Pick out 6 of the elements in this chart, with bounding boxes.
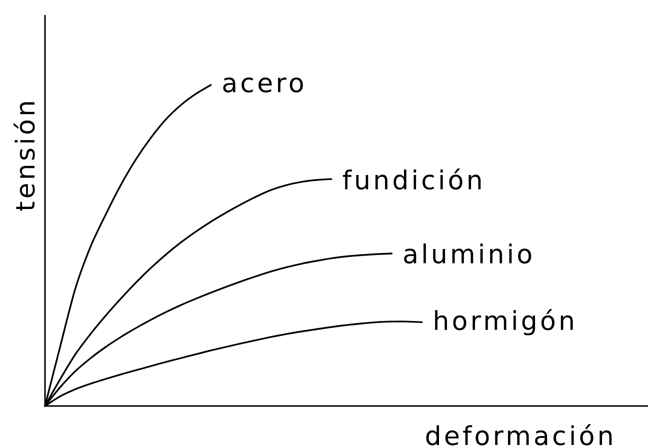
series-label: hormigón [435, 309, 573, 336]
series-label: fundición [342, 168, 481, 190]
y-axis-title: tensión [14, 102, 35, 211]
series-label: acero [223, 78, 303, 92]
x-axis-title: deformación [426, 424, 612, 446]
series-label: aluminio [404, 243, 532, 264]
